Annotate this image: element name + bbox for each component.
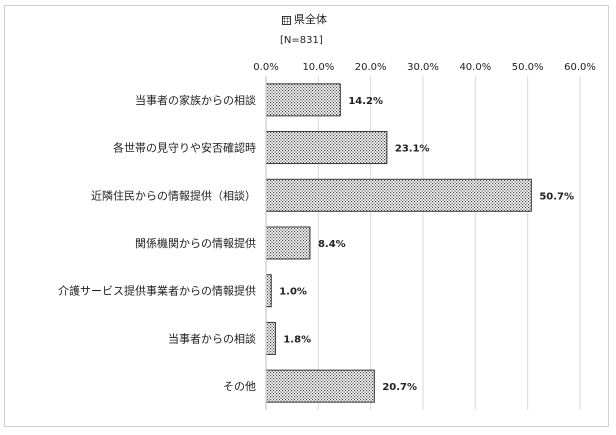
value-label: 20.7% — [382, 382, 417, 393]
bar — [265, 226, 311, 260]
chart-legend: 県全体 [N=831] — [0, 12, 616, 48]
category-label: その他 — [223, 380, 256, 393]
category-label: 各世帯の見守りや安否確認時 — [113, 141, 256, 155]
value-label: 8.4% — [318, 239, 346, 250]
value-label: 50.7% — [539, 191, 574, 202]
x-tick-label: 50.0% — [512, 62, 544, 73]
category-label: 当事者からの相談 — [168, 331, 256, 345]
legend-sample-size: [N=831] — [280, 35, 323, 46]
chart-frame — [4, 5, 609, 427]
bar — [265, 178, 532, 212]
category-label: 当事者の家族からの相談 — [135, 93, 256, 107]
value-label: 1.8% — [283, 334, 311, 345]
bar — [265, 321, 276, 355]
x-tick-label: 60.0% — [564, 62, 596, 73]
x-tick-label: 10.0% — [302, 62, 334, 73]
bar — [265, 131, 388, 165]
x-tick-label: 30.0% — [407, 62, 439, 73]
category-label: 関係機関からの情報提供 — [135, 236, 256, 250]
x-tick-label: 20.0% — [355, 62, 387, 73]
bar — [265, 83, 341, 117]
bar — [265, 369, 375, 403]
legend-label: 県全体 — [294, 13, 327, 26]
legend-swatch — [282, 15, 291, 25]
value-label: 1.0% — [279, 287, 307, 298]
category-label: 近隣住民からの情報提供（相談） — [91, 188, 256, 202]
x-tick-label: 0.0% — [253, 62, 278, 73]
bar — [265, 274, 272, 308]
category-label: 介護サービス提供事業者からの情報提供 — [58, 284, 256, 298]
legend-entry: 県全体 — [282, 12, 327, 28]
x-tick-label: 40.0% — [459, 62, 491, 73]
value-label: 14.2% — [348, 96, 383, 107]
value-label: 23.1% — [395, 144, 430, 155]
